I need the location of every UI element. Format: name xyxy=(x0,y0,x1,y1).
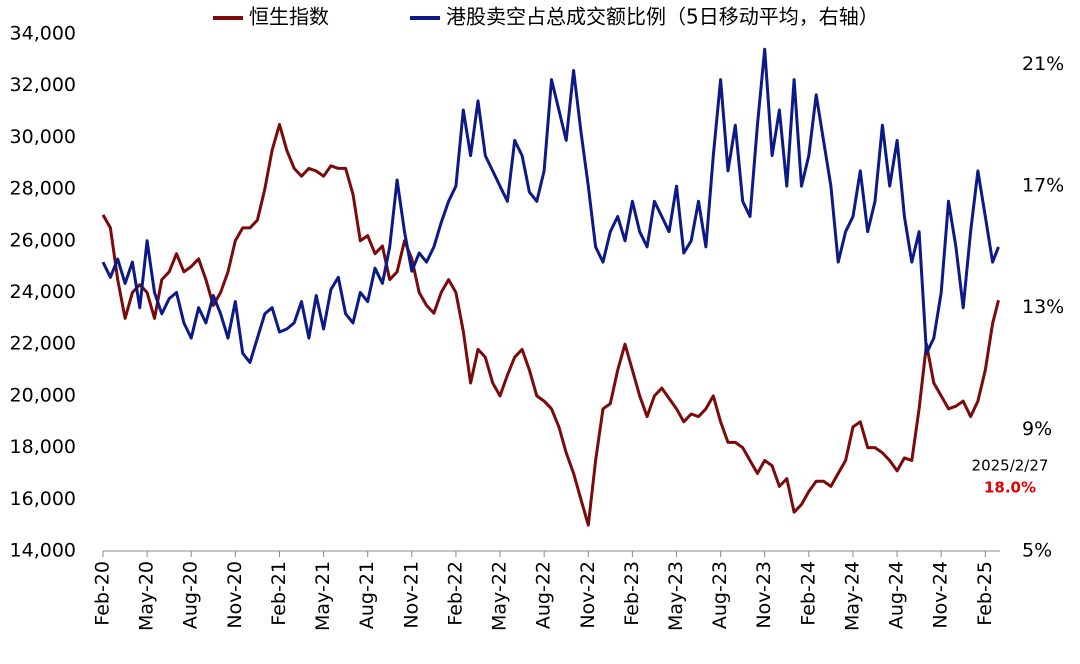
x-tick-label: Aug-23 xyxy=(709,561,731,629)
x-tick-label: Feb-23 xyxy=(621,561,643,626)
x-tick-label: May-24 xyxy=(841,561,863,631)
annotation: 2025/2/27 xyxy=(972,457,1049,475)
x-tick-label: Feb-20 xyxy=(92,561,114,626)
y-tick-label: 24,000 xyxy=(10,281,76,303)
y-tick-label: 14,000 xyxy=(10,540,76,562)
x-tick-label: Feb-25 xyxy=(974,561,996,626)
x-tick-label: May-21 xyxy=(312,561,334,631)
x-tick-label: Nov-20 xyxy=(224,561,246,629)
y-tick-label: 22,000 xyxy=(10,333,76,355)
y-tick-label: 28,000 xyxy=(10,178,76,200)
legend-label: 恒生指数 xyxy=(249,5,329,29)
y2-tick-label: 9% xyxy=(1022,418,1052,440)
y2-tick-label: 21% xyxy=(1022,53,1064,75)
annotation: 18.0% xyxy=(984,479,1036,497)
y-tick-label: 34,000 xyxy=(10,23,76,45)
x-tick-label: Feb-24 xyxy=(797,561,819,626)
x-tick-label: Feb-21 xyxy=(268,561,290,626)
x-tick-label: Aug-22 xyxy=(533,561,555,629)
x-tick-label: Feb-22 xyxy=(444,561,466,626)
y-tick-label: 26,000 xyxy=(10,229,76,251)
x-tick-label: Nov-24 xyxy=(930,561,952,629)
y2-tick-label: 17% xyxy=(1022,175,1064,197)
y-tick-label: 20,000 xyxy=(10,384,76,406)
y-tick-label: 16,000 xyxy=(10,488,76,510)
x-tick-label: May-23 xyxy=(665,561,687,631)
legend: 恒生指数 港股卖空占总成交额比例（5日移动平均，右轴） xyxy=(213,5,879,29)
x-tick-label: May-20 xyxy=(136,561,158,631)
y2-tick-label: 13% xyxy=(1022,296,1064,318)
series-line xyxy=(101,47,1000,364)
y2-tick-label: 5% xyxy=(1022,540,1052,562)
x-tick-label: Nov-22 xyxy=(577,561,599,629)
y-tick-label: 32,000 xyxy=(10,74,76,96)
x-tick-label: Nov-21 xyxy=(400,561,422,629)
series-line xyxy=(101,123,1000,527)
x-tick-label: May-22 xyxy=(489,561,511,631)
legend-label: 港股卖空占总成交额比例（5日移动平均，右轴） xyxy=(446,5,879,29)
y-tick-label: 18,000 xyxy=(10,436,76,458)
x-tick-label: Nov-23 xyxy=(753,561,775,629)
x-tick-label: Aug-20 xyxy=(180,561,202,629)
y-tick-label: 30,000 xyxy=(10,126,76,148)
x-tick-label: Aug-21 xyxy=(356,561,378,629)
x-tick-label: Aug-24 xyxy=(886,561,908,629)
